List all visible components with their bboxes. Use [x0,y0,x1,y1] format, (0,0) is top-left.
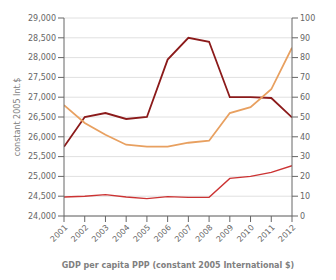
svg-text:50: 50 [300,113,310,122]
svg-text:constant 2005 Int.$: constant 2005 Int.$ [13,78,22,156]
svg-text:2010: 2010 [235,223,256,244]
svg-text:26,500: 26,500 [28,113,56,122]
svg-text:10: 10 [300,192,310,201]
svg-text:40: 40 [300,133,310,142]
svg-text:60: 60 [300,93,310,102]
svg-text:0: 0 [300,212,305,221]
svg-text:2003: 2003 [90,223,111,244]
svg-text:24,000: 24,000 [28,212,56,221]
svg-text:2005: 2005 [132,223,153,244]
svg-text:GDP per capita PPP (constant 2: GDP per capita PPP (constant 2005 Intern… [62,261,295,270]
svg-text:2011: 2011 [256,223,277,244]
svg-text:2009: 2009 [214,223,235,244]
svg-text:25,000: 25,000 [28,172,56,181]
svg-text:26,000: 26,000 [28,133,56,142]
svg-text:28,000: 28,000 [28,53,56,62]
svg-text:70: 70 [300,73,310,82]
svg-text:20: 20 [300,172,310,181]
svg-text:24,500: 24,500 [28,192,56,201]
svg-text:28,500: 28,500 [28,34,56,43]
svg-text:2008: 2008 [194,223,215,244]
svg-text:2002: 2002 [69,223,90,244]
svg-text:2001: 2001 [49,223,70,244]
svg-text:27,000: 27,000 [28,93,56,102]
svg-text:80: 80 [300,53,310,62]
svg-text:2007: 2007 [173,223,194,244]
svg-text:2012: 2012 [277,223,298,244]
svg-text:27,500: 27,500 [28,73,56,82]
svg-text:100: 100 [300,14,315,23]
svg-text:90: 90 [300,34,310,43]
svg-text:2006: 2006 [152,223,173,244]
svg-text:2004: 2004 [111,223,132,244]
svg-text:25,500: 25,500 [28,152,56,161]
svg-text:30: 30 [300,152,310,161]
svg-text:29,000: 29,000 [28,14,56,23]
